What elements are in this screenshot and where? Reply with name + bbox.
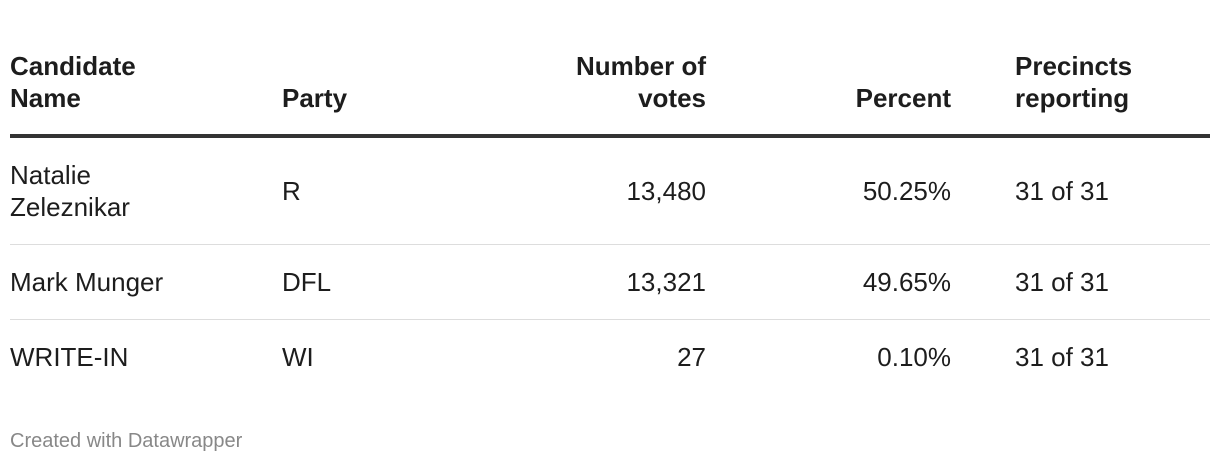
cell: 13,321 xyxy=(460,244,706,320)
row: WRITE-IN WI 27 0.10% 31 of 31 xyxy=(10,320,1210,395)
cell: 50.25% xyxy=(706,136,951,245)
column-header: Percent xyxy=(855,83,951,113)
column-header: Precincts reporting xyxy=(1015,51,1133,113)
row: Mark Munger DFL 13,321 49.65% 31 of 31 xyxy=(10,244,1210,320)
header-row: Candidate Name Party Number of votes Per… xyxy=(10,44,1210,138)
results-table: Candidate Name Party Number of votes Per… xyxy=(10,44,1210,394)
cell: 49.65% xyxy=(706,244,951,320)
cell: WRITE-IN xyxy=(10,342,129,372)
cell: 31 of 31 xyxy=(1015,342,1109,372)
footer-credit: Created with Datawrapper xyxy=(10,430,243,452)
cell: DFL xyxy=(282,244,460,320)
column-header: Candidate Name xyxy=(10,51,136,113)
column-header: Number of votes xyxy=(576,51,706,113)
cell: 31 of 31 xyxy=(951,136,1210,245)
row: Natalie Zeleznikar R 13,480 50.25% 31 of… xyxy=(10,136,1210,245)
cell: 31 of 31 xyxy=(951,244,1210,320)
cell: Mark Munger xyxy=(10,267,164,297)
cell: Natalie Zeleznikar xyxy=(10,160,130,222)
cell: WI xyxy=(282,342,314,372)
cell: 0.10% xyxy=(877,342,951,372)
cell: R xyxy=(282,136,460,245)
column-header: Party xyxy=(282,83,348,113)
cell: 13,480 xyxy=(460,136,706,245)
cell: 27 xyxy=(677,342,706,372)
